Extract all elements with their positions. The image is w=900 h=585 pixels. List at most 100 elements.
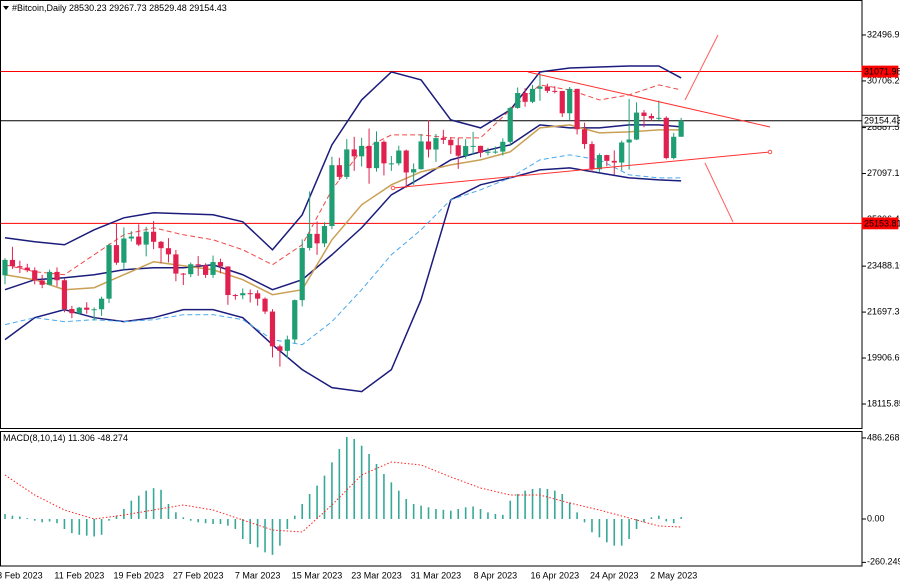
x-tick-label: 15 Mar 2023 — [292, 570, 343, 580]
macd-panel — [4, 437, 682, 555]
close-value: 29154.43 — [189, 3, 227, 13]
high-value: 29267.73 — [109, 3, 147, 13]
candle-body — [247, 293, 253, 295]
y-tick-label: 486.268 — [867, 432, 900, 442]
candle-body — [515, 93, 521, 108]
y-tick-label: 32496.95 — [867, 29, 900, 39]
candle-body — [477, 145, 484, 153]
candle-body — [307, 233, 313, 248]
candle-body — [91, 309, 97, 311]
candle-body — [596, 155, 602, 170]
candle-body — [329, 165, 335, 227]
candle-body — [492, 151, 498, 153]
candle-body — [559, 90, 565, 114]
y-tick-label: -260.249 — [867, 557, 900, 567]
candle-body — [2, 259, 8, 276]
trendline-handle — [390, 185, 396, 191]
candle-body — [425, 141, 432, 150]
y-tick-label: 21697.35 — [867, 306, 900, 316]
candle-body — [240, 293, 246, 296]
candle-body — [648, 115, 655, 119]
candle-body — [463, 146, 469, 156]
candle-body — [552, 90, 558, 92]
open-value: 28530.23 — [69, 3, 107, 13]
candle-body — [32, 270, 38, 281]
candle-body — [136, 236, 142, 245]
candle-body — [485, 151, 491, 153]
candle-body — [17, 266, 23, 268]
candle-body — [470, 145, 476, 147]
candle-body — [507, 107, 513, 142]
y-tick-label: 19906.60 — [867, 352, 900, 362]
candle-body — [277, 346, 283, 351]
candle-body — [269, 311, 276, 347]
candle-body — [9, 259, 16, 267]
candle-body — [314, 233, 320, 244]
signal-value: -48.274 — [97, 433, 128, 443]
candle-body — [39, 280, 45, 285]
candle-body — [128, 236, 134, 239]
candle-body — [210, 262, 216, 275]
price-level-box — [861, 114, 899, 127]
candle-body — [344, 149, 350, 177]
candle-body — [336, 165, 342, 177]
x-tick-label: 2 May 2023 — [650, 570, 697, 580]
candle-body — [500, 141, 506, 152]
x-tick-label: 11 Feb 2023 — [54, 570, 104, 580]
candle-body — [403, 150, 409, 173]
macd-frame — [0, 431, 863, 567]
x-tick-label: 19 Feb 2023 — [113, 570, 164, 580]
candle-body — [522, 93, 528, 102]
y-tick-label: 18115.85 — [867, 398, 900, 408]
candle-body — [113, 245, 120, 263]
candle-body — [455, 145, 461, 156]
symbol: #Bitcoin,Daily — [12, 3, 67, 13]
candle-body — [366, 145, 372, 169]
candle-body — [604, 155, 610, 161]
candle-body — [24, 267, 30, 271]
candle-body — [76, 307, 82, 314]
x-tick-label: 23 Mar 2023 — [351, 570, 402, 580]
indicator-line — [4, 65, 682, 251]
x-tick-label: 24 Apr 2023 — [590, 570, 639, 580]
candle-body — [61, 280, 68, 309]
candle-body — [663, 117, 669, 159]
candle-body — [121, 238, 127, 263]
candle-body — [626, 139, 632, 143]
candle-body — [544, 86, 550, 91]
candle-body — [671, 136, 677, 159]
price-level-box — [861, 217, 899, 230]
x-tick-label: 7 Mar 2023 — [235, 570, 281, 580]
candle-body — [195, 264, 201, 266]
candle-body — [225, 266, 231, 296]
candle-body — [98, 298, 105, 310]
macd-value: 11.306 — [68, 433, 95, 443]
indicator-line — [4, 154, 682, 346]
price-panel — [0, 65, 862, 393]
candle-body — [173, 254, 179, 274]
candle-body — [448, 139, 454, 146]
candle-body — [262, 298, 268, 312]
candle-body — [411, 169, 417, 173]
trendline-handle — [767, 149, 773, 155]
macd-header: MACD(8,10,14) 11.306 -48.274 — [3, 433, 128, 443]
price-level-label: 31071.98 — [864, 66, 900, 76]
candle-body — [678, 120, 684, 137]
candle-body — [381, 141, 387, 164]
candle-body — [106, 245, 112, 299]
x-tick-label: 8 Apr 2023 — [474, 570, 518, 580]
candle-body — [433, 138, 439, 150]
candle-body — [611, 160, 617, 163]
macd-title: MACD(8,10,14) — [3, 433, 66, 443]
x-tick-label: 16 Apr 2023 — [531, 570, 580, 580]
candle-body — [440, 138, 446, 140]
x-tick-label: 3 Feb 2023 — [0, 570, 43, 580]
y-tick-label: 30706.20 — [867, 75, 900, 85]
y-tick-label: 23488.10 — [867, 261, 900, 271]
candle-body — [143, 231, 149, 245]
candle-body — [351, 149, 357, 157]
candle-body — [574, 88, 580, 130]
